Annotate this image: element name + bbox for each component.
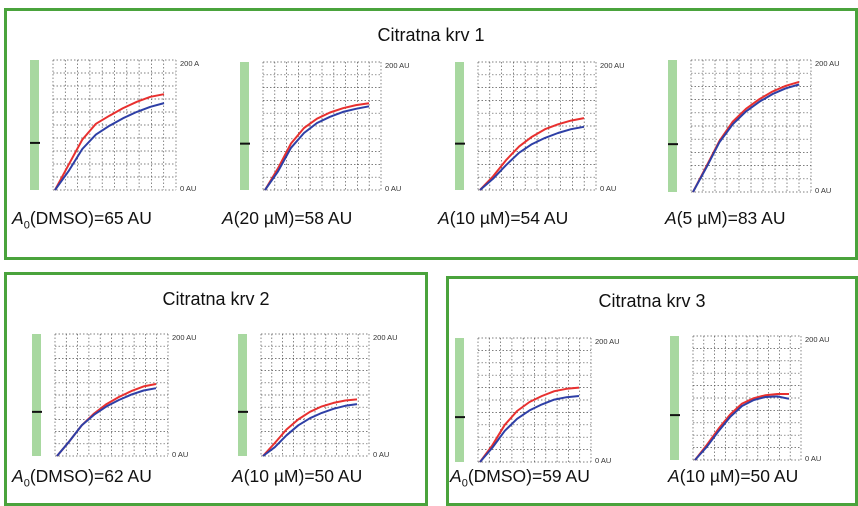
red-curve <box>479 386 580 463</box>
red-curve <box>264 102 370 191</box>
chart-amplitude-label: A0(DMSO)=62 AU <box>12 466 152 490</box>
red-curve <box>694 393 789 461</box>
y-tick-bottom: 0 AU <box>172 450 188 459</box>
y-tick-top: 200 AU <box>815 59 840 68</box>
chart-amplitude-label: A(5 µM)=83 AU <box>665 208 786 229</box>
y-tick-bottom: 0 AU <box>600 184 616 193</box>
red-curve <box>56 383 157 457</box>
red-curve <box>692 80 800 193</box>
label-symbol: A <box>665 208 677 228</box>
y-tick-bottom: 0 AU <box>805 454 821 463</box>
y-tick-top: 200 AU <box>373 333 398 342</box>
label-symbol: A <box>12 208 24 228</box>
chart-grid <box>54 333 169 457</box>
aggregation-chart: 200 AU 0 AU <box>668 59 840 195</box>
blue-curve <box>262 403 358 457</box>
label-symbol: A <box>222 208 234 228</box>
panel-citratna-krv-3: Citratna krv 3 <box>446 276 858 506</box>
label-value: (5 µM)=83 AU <box>676 208 786 228</box>
y-tick-top: 200 AU <box>595 337 620 346</box>
label-symbol: A <box>438 208 450 228</box>
panel-title: Citratna krv 2 <box>162 289 270 309</box>
blue-curve <box>54 102 165 191</box>
blue-curve <box>479 395 580 463</box>
chart-amplitude-label: A(10 µM)=50 AU <box>668 466 798 487</box>
label-symbol: A <box>668 466 680 486</box>
label-value: (DMSO)=62 AU <box>29 466 152 486</box>
chart-grid <box>260 333 370 457</box>
chart-grid <box>477 61 597 191</box>
chart-grid <box>477 337 592 463</box>
chart-grid <box>692 335 802 461</box>
label-value: (DMSO)=59 AU <box>467 466 590 486</box>
side-bar <box>670 336 679 460</box>
y-tick-bottom: 0 AU <box>385 184 401 193</box>
side-bar-marker <box>455 142 465 145</box>
blue-curve <box>56 387 157 457</box>
label-value: (DMSO)=65 AU <box>29 208 152 228</box>
chart-amplitude-label: A(10 µM)=54 AU <box>438 208 568 229</box>
chart-amplitude-label: A(10 µM)=50 AU <box>232 466 362 487</box>
chart-grid <box>690 59 812 193</box>
blue-curve <box>264 105 370 191</box>
label-subscript: 0 <box>23 477 30 490</box>
red-curve <box>262 398 358 457</box>
side-bar <box>30 60 39 190</box>
blue-curve <box>694 395 790 461</box>
y-tick-top: 200 AU <box>385 61 410 70</box>
label-value: (10 µM)=54 AU <box>449 208 569 228</box>
panel-citratna-krv-2: Citratna krv 2 <box>4 272 428 506</box>
chart-grid <box>262 61 382 191</box>
panel-citratna-krv-1: Citratna krv 1 <box>4 8 858 260</box>
side-bar <box>455 338 464 462</box>
y-tick-bottom: 0 AU <box>595 456 611 465</box>
red-curve <box>54 93 165 191</box>
blue-curve <box>692 83 800 193</box>
chart-amplitude-label: A(20 µM)=58 AU <box>222 208 352 229</box>
label-value: (10 µM)=50 AU <box>243 466 363 486</box>
side-bar-marker <box>238 410 248 413</box>
y-tick-bottom: 0 AU <box>180 184 196 193</box>
label-symbol: A <box>450 466 462 486</box>
y-tick-bottom: 0 AU <box>373 450 389 459</box>
aggregation-chart: 200 AU 0 AU <box>455 337 620 465</box>
label-value: (20 µM)=58 AU <box>233 208 353 228</box>
side-bar-marker <box>670 414 680 417</box>
side-bar-marker <box>30 141 40 144</box>
aggregation-chart: 200 AU 0 AU <box>670 335 830 463</box>
panel-title: Citratna krv 1 <box>377 25 485 45</box>
side-bar <box>238 334 247 456</box>
chart-amplitude-label: A0(DMSO)=59 AU <box>450 466 590 490</box>
red-curve <box>479 117 585 191</box>
y-tick-top: 200 AU <box>600 61 625 70</box>
side-bar <box>668 60 677 192</box>
y-tick-top: 200 AU <box>172 333 197 342</box>
aggregation-chart: 200 AU 0 AU <box>455 61 625 193</box>
side-bar <box>455 62 464 190</box>
label-symbol: A <box>232 466 244 486</box>
aggregation-chart: 200 AU 0 AU <box>32 333 197 459</box>
label-subscript: 0 <box>461 477 468 490</box>
y-tick-top: 200 AU <box>805 335 830 344</box>
label-value: (10 µM)=50 AU <box>679 466 799 486</box>
side-bar <box>240 62 249 190</box>
aggregation-chart: 200 AU 0 AU <box>240 61 410 193</box>
aggregation-chart: 200 AU 0 AU <box>238 333 398 459</box>
y-tick-top: 200 A <box>180 59 199 68</box>
side-bar-marker <box>32 410 42 413</box>
label-subscript: 0 <box>23 219 30 232</box>
aggregation-chart: 200 A 0 AU <box>30 59 199 193</box>
blue-curve <box>479 125 585 191</box>
panel-title: Citratna krv 3 <box>598 291 706 311</box>
side-bar <box>32 334 41 456</box>
side-bar-marker <box>668 143 678 146</box>
y-tick-bottom: 0 AU <box>815 186 831 195</box>
side-bar-marker <box>455 416 465 419</box>
chart-grid <box>52 59 177 191</box>
side-bar-marker <box>240 142 250 145</box>
chart-amplitude-label: A0(DMSO)=65 AU <box>12 208 152 232</box>
label-symbol: A <box>12 466 24 486</box>
